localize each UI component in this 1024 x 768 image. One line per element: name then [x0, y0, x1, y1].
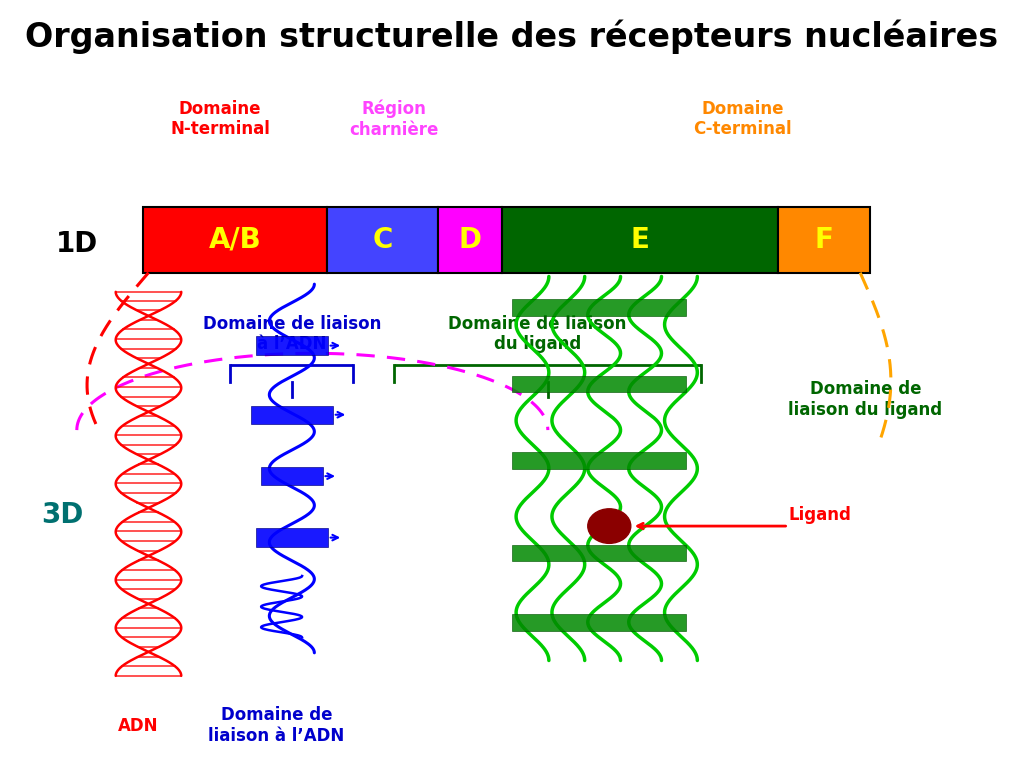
Text: C: C — [373, 226, 393, 254]
FancyBboxPatch shape — [778, 207, 870, 273]
FancyBboxPatch shape — [503, 207, 778, 273]
Text: E: E — [631, 226, 650, 254]
Text: 3D: 3D — [41, 501, 83, 528]
FancyBboxPatch shape — [512, 376, 686, 392]
Text: Domaine de
liaison du ligand: Domaine de liaison du ligand — [788, 380, 943, 419]
FancyBboxPatch shape — [143, 207, 328, 273]
Text: Organisation structurelle des récepteurs nucléaires: Organisation structurelle des récepteurs… — [26, 19, 998, 54]
FancyBboxPatch shape — [438, 207, 503, 273]
FancyBboxPatch shape — [512, 614, 686, 631]
FancyBboxPatch shape — [251, 406, 333, 424]
Text: Domaine de
liaison à l’ADN: Domaine de liaison à l’ADN — [208, 707, 345, 745]
Text: Ligand: Ligand — [788, 505, 851, 524]
Text: A/B: A/B — [209, 226, 262, 254]
Text: Domaine
N-terminal: Domaine N-terminal — [170, 100, 270, 138]
Text: D: D — [459, 226, 481, 254]
Text: Domaine
C-terminal: Domaine C-terminal — [693, 100, 792, 138]
FancyBboxPatch shape — [328, 207, 438, 273]
FancyBboxPatch shape — [512, 545, 686, 561]
FancyBboxPatch shape — [261, 467, 323, 485]
Text: ADN: ADN — [118, 717, 159, 735]
FancyBboxPatch shape — [256, 336, 328, 355]
Text: 1D: 1D — [56, 230, 98, 258]
FancyBboxPatch shape — [512, 299, 686, 316]
FancyBboxPatch shape — [512, 452, 686, 469]
Text: Domaine de liaison
à l’ADN: Domaine de liaison à l’ADN — [203, 315, 381, 353]
Text: Domaine de liaison
du ligand: Domaine de liaison du ligand — [449, 315, 627, 353]
Text: Région
charnière: Région charnière — [349, 99, 439, 139]
FancyBboxPatch shape — [256, 528, 328, 547]
Ellipse shape — [588, 508, 631, 544]
Text: F: F — [815, 226, 834, 254]
